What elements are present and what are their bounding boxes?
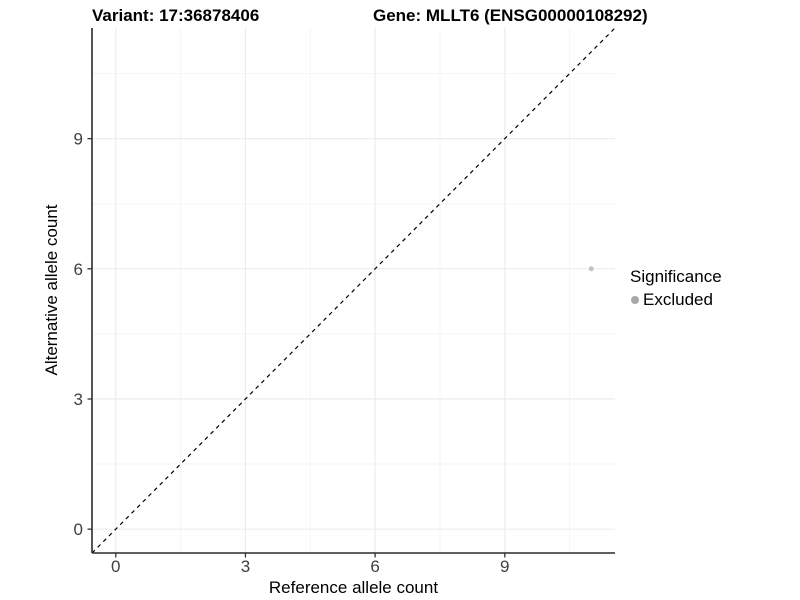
y-axis-title: Alternative allele count [42, 204, 61, 376]
x-tick-label: 9 [500, 557, 509, 576]
y-tick-label: 3 [74, 390, 83, 409]
variant-title: Variant: 17:36878406 [92, 6, 260, 25]
legend-point-icon [631, 296, 639, 304]
y-tick-label: 9 [74, 130, 83, 149]
legend-entry-label: Excluded [643, 290, 713, 309]
legend-entry-excluded: Excluded [626, 290, 722, 310]
x-tick-label: 6 [370, 557, 379, 576]
data-point [588, 266, 594, 272]
x-axis-title: Reference allele count [268, 578, 439, 597]
legend: Significance Excluded [626, 267, 722, 310]
x-tick-label: 0 [111, 557, 120, 576]
gene-title: Gene: MLLT6 (ENSG00000108292) [373, 6, 648, 25]
y-tick-label: 0 [74, 520, 83, 539]
legend-title: Significance [630, 267, 722, 286]
y-tick-label: 6 [74, 260, 83, 279]
x-tick-label: 3 [241, 557, 250, 576]
identity-dashed-line [91, 27, 616, 554]
